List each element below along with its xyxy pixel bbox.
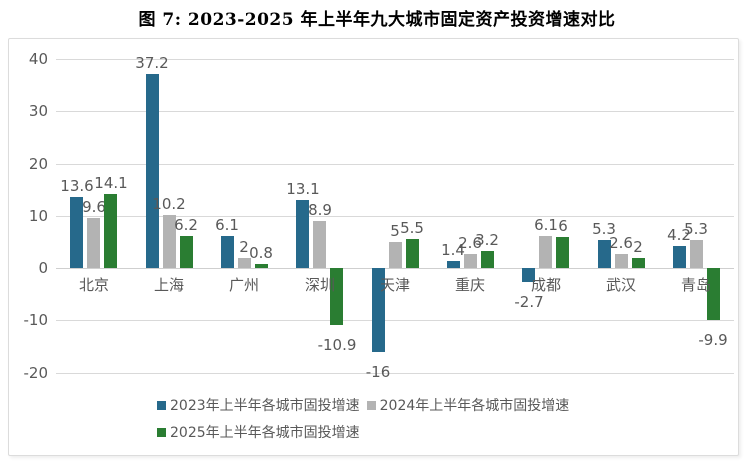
bar-value-label: 5.3 [684, 220, 708, 238]
bar-value-label: 6 [558, 217, 568, 235]
legend-item-series2: 2024年上半年各城市固投增速 [366, 395, 570, 415]
bar-北京-series2 [87, 218, 100, 268]
bar-value-label: 13.6 [60, 177, 94, 195]
figure-title: 图 7: 2023-2025 年上半年九大城市固定资产投资增速对比 [138, 10, 616, 30]
bar-value-label: 5.5 [400, 219, 424, 237]
bar-value-label: 13.1 [286, 180, 320, 198]
bar-value-label: 9.6 [82, 198, 106, 216]
bar-天津-series1 [372, 268, 385, 352]
bar-value-label: 6.1 [215, 216, 239, 234]
bar-天津-series3 [406, 239, 419, 268]
bar-青岛-series3 [707, 268, 720, 320]
x-axis-label-重庆: 重庆 [454, 276, 485, 294]
y-axis-tick-label: 40 [28, 50, 48, 68]
bar-value-label: 0.8 [249, 244, 273, 262]
bar-value-label: 2.6 [609, 234, 633, 252]
bar-成都-series3 [556, 237, 569, 268]
legend-label: 2024年上半年各城市固投增速 [379, 398, 570, 414]
legend-item-series3: 2025年上半年各城市固投增速 [157, 422, 360, 442]
bar-value-label: 4.2 [667, 226, 691, 244]
gridline-y--10 [56, 320, 734, 321]
bar-value-label: 8.9 [308, 201, 332, 219]
bar-value-label: 2 [633, 238, 643, 256]
bar-value-label: 2.6 [458, 234, 482, 252]
bar-value-label: -9.9 [698, 331, 728, 349]
bar-value-label: 6.1 [534, 216, 558, 234]
x-axis-label-青岛: 青岛 [680, 276, 711, 294]
bar-value-label: 37.2 [135, 54, 169, 72]
bar-上海-series2 [163, 215, 176, 268]
bar-武汉-series2 [615, 254, 628, 268]
bar-广州-series1 [221, 236, 234, 268]
legend-label: 2023年上半年各城市固投增速 [170, 398, 360, 414]
gridline-y--20 [56, 373, 734, 374]
bar-广州-series2 [238, 258, 251, 268]
bar-重庆-series2 [464, 254, 477, 268]
bar-value-label: 2 [239, 238, 249, 256]
x-axis-label-天津: 天津 [379, 276, 410, 294]
bar-天津-series2 [389, 242, 402, 268]
x-axis-label-成都: 成都 [530, 276, 561, 294]
bar-value-label: 10.2 [152, 195, 186, 213]
bar-上海-series1 [146, 74, 159, 268]
legend-marker-icon [366, 400, 376, 410]
bar-value-label: -16 [365, 363, 391, 381]
bar-深圳-series2 [313, 221, 326, 268]
bar-青岛-series2 [690, 240, 703, 268]
legend-marker-icon [157, 427, 166, 437]
bar-value-label: 6.2 [174, 216, 198, 234]
bar-青岛-series1 [673, 246, 686, 268]
bar-成都-series1 [522, 268, 535, 282]
x-axis-label-北京: 北京 [78, 276, 109, 294]
gridline-y-10 [56, 216, 734, 217]
bar-value-label: 1.4 [441, 241, 465, 259]
y-axis-tick-label: 20 [28, 155, 48, 173]
bar-成都-series2 [539, 236, 552, 268]
gridline-y-0 [56, 268, 734, 269]
y-axis-tick-label: -20 [23, 364, 49, 382]
chart-panel: 40 30 20 10 0 -10 -20 13.6 9.6 14.1 北京 37.2 10.2 6.2 上… [8, 38, 739, 456]
legend: 2023年上半年各城市固投增速 2024年上半年各城市固投增速 2025年上半年各城… [157, 395, 569, 442]
bar-重庆-series3 [481, 251, 494, 268]
bar-上海-series3 [180, 236, 193, 268]
x-axis-label-武汉: 武汉 [605, 276, 636, 294]
bar-北京-series3 [104, 194, 117, 268]
legend-label: 2025年上半年各城市固投增速 [170, 425, 360, 441]
legend-row: 2023年上半年各城市固投增速 2024年上半年各城市固投增速 [157, 395, 569, 415]
bar-深圳-series1 [296, 200, 309, 268]
bar-广州-series3 [255, 264, 268, 268]
bar-value-label: 5.3 [592, 220, 616, 238]
bar-value-label: 14.1 [94, 174, 128, 192]
bar-value-label: -10.9 [317, 336, 357, 354]
y-axis-tick-label: -10 [23, 311, 49, 329]
legend-item-series1: 2023年上半年各城市固投增速 [157, 395, 360, 415]
gridline-y-40 [56, 59, 734, 60]
legend-row: 2025年上半年各城市固投增速 [157, 422, 569, 442]
bar-北京-series1 [70, 197, 83, 268]
x-axis-label-深圳: 深圳 [304, 276, 335, 294]
legend-marker-icon [157, 400, 166, 410]
gridline-y-20 [56, 164, 734, 165]
bar-value-label: 5 [390, 222, 400, 240]
bar-value-label: -2.7 [514, 293, 544, 311]
plot-area: 40 30 20 10 0 -10 -20 13.6 9.6 14.1 北京 37.2 10.2 6.2 上… [9, 39, 738, 455]
bar-武汉-series3 [632, 258, 645, 268]
bar-深圳-series3 [330, 268, 343, 325]
x-axis-label-广州: 广州 [228, 276, 259, 294]
x-axis-label-上海: 上海 [153, 276, 184, 294]
y-axis-tick-label: 30 [28, 102, 48, 120]
bar-重庆-series1 [447, 261, 460, 268]
bar-武汉-series1 [598, 240, 611, 268]
y-axis-tick-label: 0 [38, 259, 48, 277]
gridline-y-30 [56, 111, 734, 112]
y-axis-tick-label: 10 [28, 207, 48, 225]
bar-value-label: 3.2 [475, 231, 499, 249]
